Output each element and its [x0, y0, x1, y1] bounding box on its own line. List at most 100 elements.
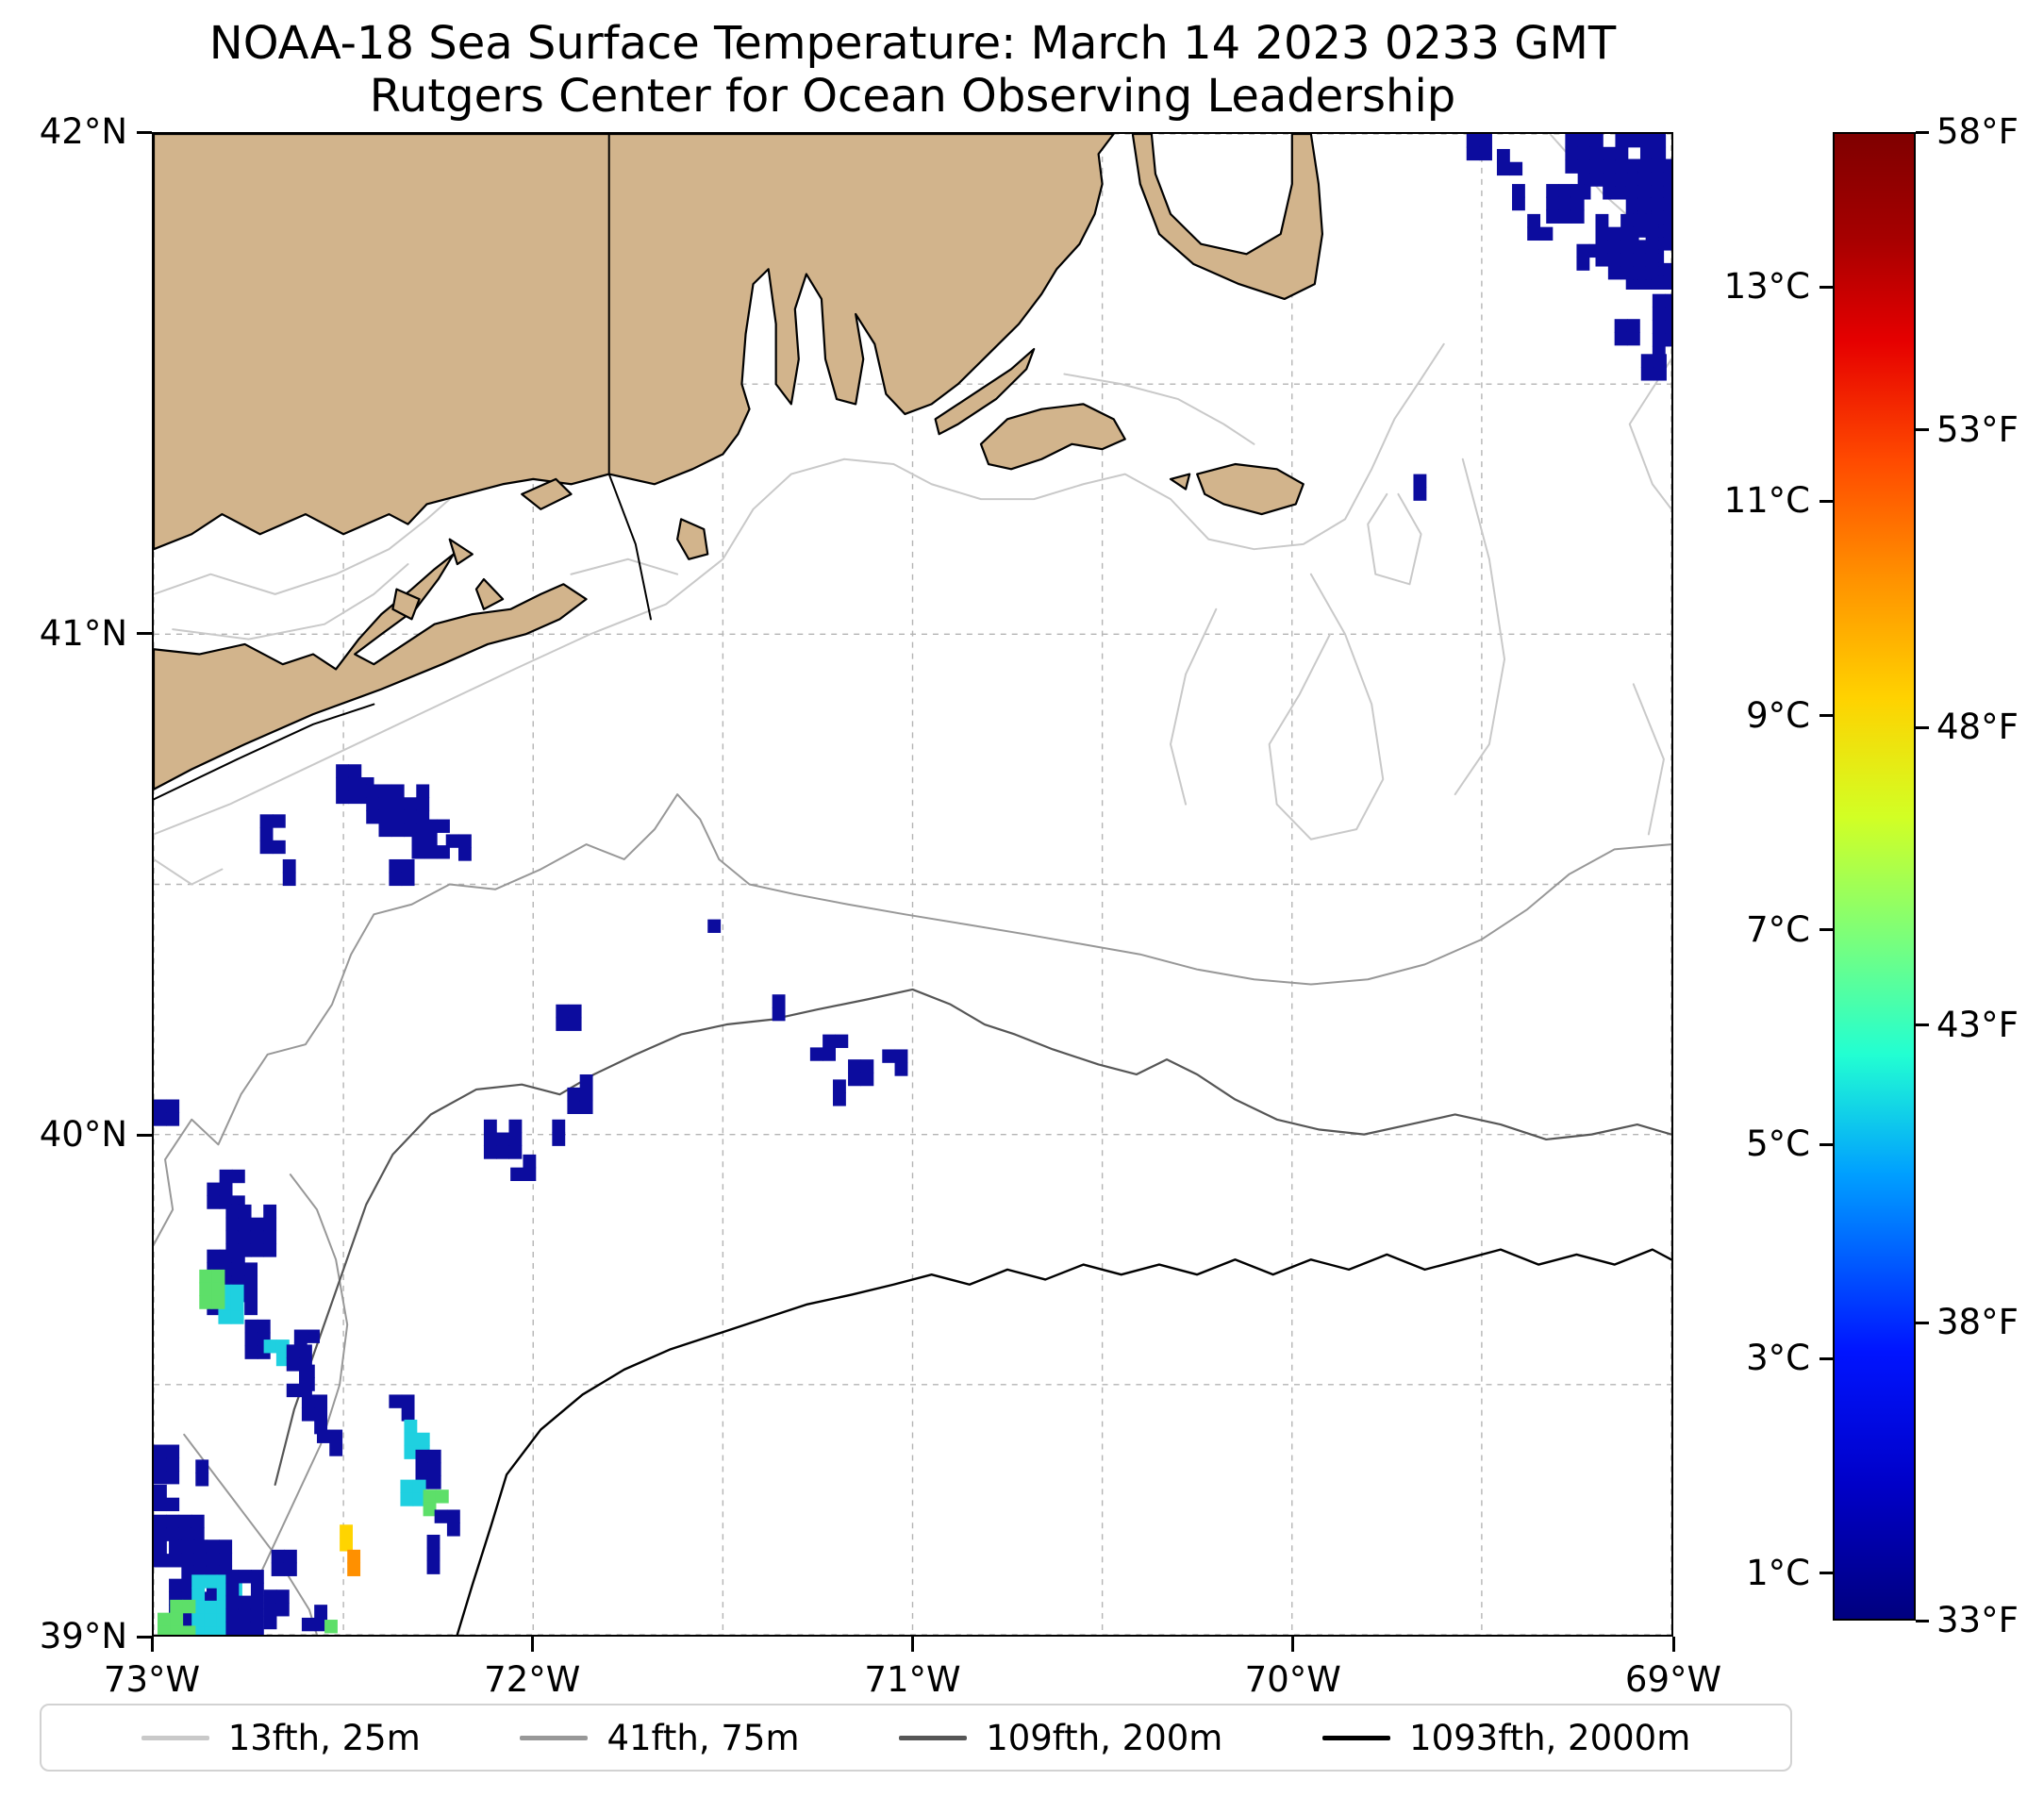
sst-pixel: [301, 1394, 315, 1408]
sst-pixel: [191, 1613, 206, 1628]
colorbar-fahrenheit-tick-label: 43°F: [1936, 1004, 2019, 1045]
sst-pixel: [823, 1047, 837, 1061]
sst-pixel: [238, 1608, 252, 1622]
colorbar-celsius-tick-mark: [1820, 1356, 1833, 1360]
colorbar-celsius-tick-mark: [1820, 499, 1833, 503]
sst-pixel: [178, 1527, 192, 1541]
sst-pixel: [457, 834, 472, 848]
sst-pixel: [166, 1457, 180, 1472]
sst-pixel: [1663, 210, 1671, 225]
isobath-75m: [154, 793, 1671, 1246]
sst-pixel: [244, 1289, 258, 1303]
sst-pixel: [1663, 224, 1671, 238]
sst-pixel: [170, 1625, 184, 1635]
sst-pixel: [445, 834, 459, 848]
isobath-25m: [154, 342, 1445, 836]
sst-pixel: [218, 1310, 232, 1324]
sst-pixel: [166, 1514, 180, 1529]
sst-pixel: [238, 1230, 252, 1244]
sst-pixel: [250, 1243, 264, 1257]
sst-pixel: [191, 1527, 205, 1541]
colorbar-fahrenheit-tick-label: 38°F: [1936, 1302, 2019, 1343]
land-shelter-island: [391, 588, 421, 621]
sst-pixel: [329, 1429, 343, 1443]
sst-pixel: [552, 1132, 566, 1146]
sst-pixel: [378, 797, 392, 811]
sst-pixel: [366, 784, 380, 798]
sst-pixel: [1546, 184, 1560, 198]
y-tick-label: 42°N: [39, 111, 127, 152]
sst-pixel: [1625, 185, 1639, 199]
sst-pixel: [225, 1230, 240, 1244]
sst-pixel: [230, 1297, 244, 1311]
sst-pixel: [244, 1262, 258, 1276]
sst-pixel: [1653, 354, 1667, 368]
sst-pixel: [391, 809, 405, 824]
sst-pixel: [250, 1622, 264, 1635]
sst-pixel: [1626, 319, 1640, 333]
sst-pixel: [423, 1489, 437, 1504]
sst-pixel: [211, 1269, 225, 1284]
sst-pixel: [401, 1407, 415, 1422]
sst-pixel: [833, 1092, 846, 1106]
sst-pixel: [275, 1603, 290, 1617]
sst-pixel: [170, 1599, 184, 1614]
sst-pixel: [231, 1262, 245, 1276]
sst-pixel: [579, 1087, 593, 1102]
sst-pixel: [1546, 209, 1560, 224]
sst-pixel: [1665, 293, 1671, 308]
sst-pixel: [483, 1132, 497, 1146]
sst-pixel: [1576, 243, 1590, 258]
sst-pixel: [314, 1394, 328, 1408]
x-tick-label: 73°W: [103, 1659, 201, 1700]
sst-pixel: [1663, 197, 1671, 212]
sst-pixel: [1565, 146, 1579, 161]
sst-pixel: [286, 1344, 300, 1358]
sst-pixel: [404, 809, 417, 824]
sst-pixel: [446, 1522, 460, 1537]
sst-pixel: [166, 1527, 180, 1541]
sst-pixel: [508, 1119, 523, 1134]
sst-pixel: [1577, 134, 1591, 148]
colorbar-fahrenheit-tick-mark: [1916, 130, 1929, 134]
sst-pixel: [1653, 367, 1667, 381]
map-subtitle: Rutgers Center for Ocean Observing Leade…: [369, 70, 1456, 123]
sst-pixel: [1577, 146, 1591, 161]
sst-pixel: [154, 1457, 167, 1472]
sst-pixel: [1479, 146, 1492, 161]
sst-pixel: [483, 1119, 497, 1134]
x-tick-mark: [150, 1637, 154, 1652]
legend-label: 41fth, 75m: [607, 1717, 800, 1758]
sst-pixel: [286, 1383, 300, 1398]
colorbar-celsius-tick-label: 9°C: [1746, 694, 1810, 736]
sst-pixel: [347, 1562, 361, 1576]
sst-pixel: [178, 1514, 192, 1529]
sst-pixel: [389, 858, 403, 874]
sst-pixel: [169, 1553, 182, 1567]
sst-pixel: [283, 1562, 297, 1576]
sst-pixel: [244, 1301, 258, 1316]
sst-pixel: [154, 1540, 167, 1555]
colorbar-celsius-tick-mark: [1820, 1142, 1833, 1146]
sst-pixel: [1614, 331, 1628, 346]
sst-pixel: [1570, 184, 1585, 198]
sst-pixel: [1577, 159, 1591, 174]
colorbar-celsius-tick-label: 3°C: [1746, 1338, 1810, 1379]
y-tick-label: 41°N: [39, 612, 127, 654]
legend-label: 109fth, 200m: [986, 1717, 1223, 1758]
sst-pixel: [1620, 226, 1634, 241]
sst-pixel: [401, 872, 415, 887]
sst-pixel: [423, 1502, 437, 1517]
colorbar-celsius-tick-label: 7°C: [1746, 908, 1810, 950]
sst-pixel: [848, 1059, 861, 1073]
colorbar-celsius-tick-mark: [1820, 1572, 1833, 1574]
sst-pixel: [552, 1119, 566, 1134]
sst-pixel: [299, 1371, 312, 1385]
land-tuckernuck-island: [1169, 473, 1191, 491]
sst-pixel: [411, 845, 425, 859]
isobath-25m: [1063, 373, 1255, 445]
sst-pixel: [1607, 240, 1621, 254]
sst-pixel: [894, 1049, 908, 1063]
sst-pixel: [1603, 186, 1617, 200]
colorbar-fahrenheit-tick-mark: [1916, 428, 1929, 432]
